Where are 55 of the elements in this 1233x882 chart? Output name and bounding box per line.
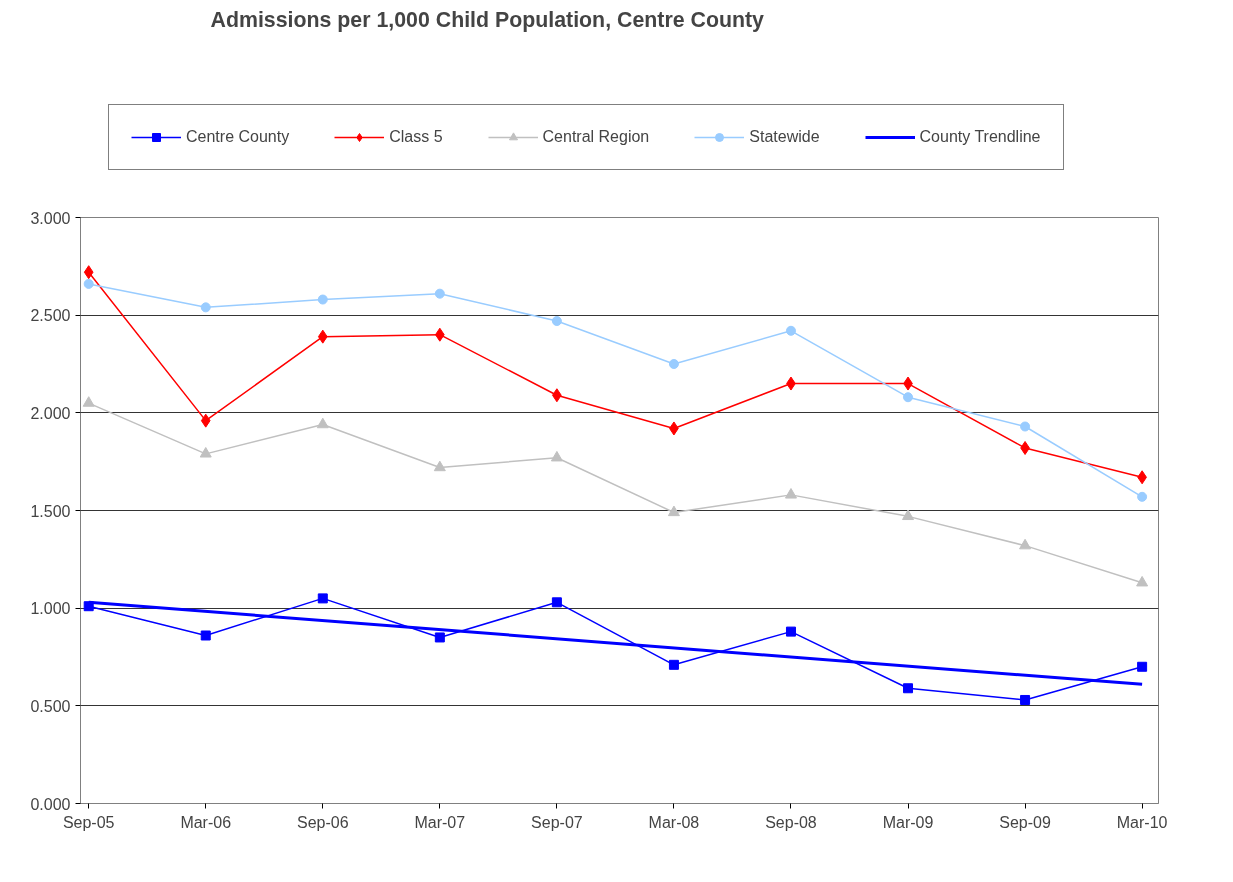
x-tick-label: Sep-05	[62, 813, 115, 831]
point	[551, 316, 562, 327]
point	[551, 597, 562, 608]
point	[668, 359, 679, 369]
y-tick-label: 1.500	[30, 502, 71, 520]
point	[82, 396, 95, 407]
x-tick-label: Sep-09	[999, 813, 1051, 831]
point	[434, 632, 445, 643]
point	[83, 265, 94, 280]
x-tick-label: Sep-08	[765, 813, 817, 831]
point	[433, 460, 446, 472]
y-tick-label: 0.000	[30, 795, 71, 813]
point	[903, 392, 914, 403]
point	[316, 417, 329, 429]
point	[317, 294, 328, 305]
point	[667, 505, 680, 517]
legend-label: Statewide	[749, 128, 820, 146]
point	[784, 488, 797, 499]
point	[83, 278, 94, 289]
point	[200, 302, 211, 313]
point	[200, 413, 211, 428]
point	[1137, 661, 1148, 672]
x-tick-label: Mar-08	[648, 813, 700, 831]
point	[903, 683, 914, 694]
y-tick-label: 3.000	[30, 209, 71, 227]
x-tick-label: Mar-07	[414, 813, 466, 831]
point	[200, 630, 211, 641]
point	[550, 450, 563, 462]
point	[434, 288, 445, 299]
chart-title: Admissions per 1,000 Child Population, Centre County	[210, 7, 765, 32]
x-tick-label: Mar-10	[1116, 813, 1168, 831]
point	[317, 329, 328, 344]
point	[1020, 421, 1031, 432]
y-tick-label: 2.000	[30, 404, 71, 422]
x-tick-label: Sep-06	[296, 813, 349, 831]
y-tick-label: 0.500	[30, 697, 71, 715]
legend-label: Central Region	[542, 128, 650, 146]
legend-label: Class 5	[389, 128, 443, 146]
point	[1136, 575, 1149, 587]
point	[785, 626, 796, 637]
x-tick-label: Mar-09	[882, 813, 934, 831]
point	[199, 447, 212, 458]
point	[668, 659, 679, 670]
point	[785, 325, 796, 336]
x-tick-label: Sep-07	[531, 813, 583, 831]
point	[1019, 538, 1032, 550]
x-tick-label: Mar-06	[180, 813, 232, 831]
y-tick-label: 1.000	[30, 600, 71, 618]
point	[1137, 491, 1148, 502]
y-tick-label: 2.500	[30, 307, 71, 325]
point	[317, 593, 328, 604]
legend-label: County Trendline	[919, 128, 1041, 146]
point	[1020, 694, 1031, 705]
legend-label: Centre County	[186, 128, 290, 146]
point	[902, 509, 915, 521]
